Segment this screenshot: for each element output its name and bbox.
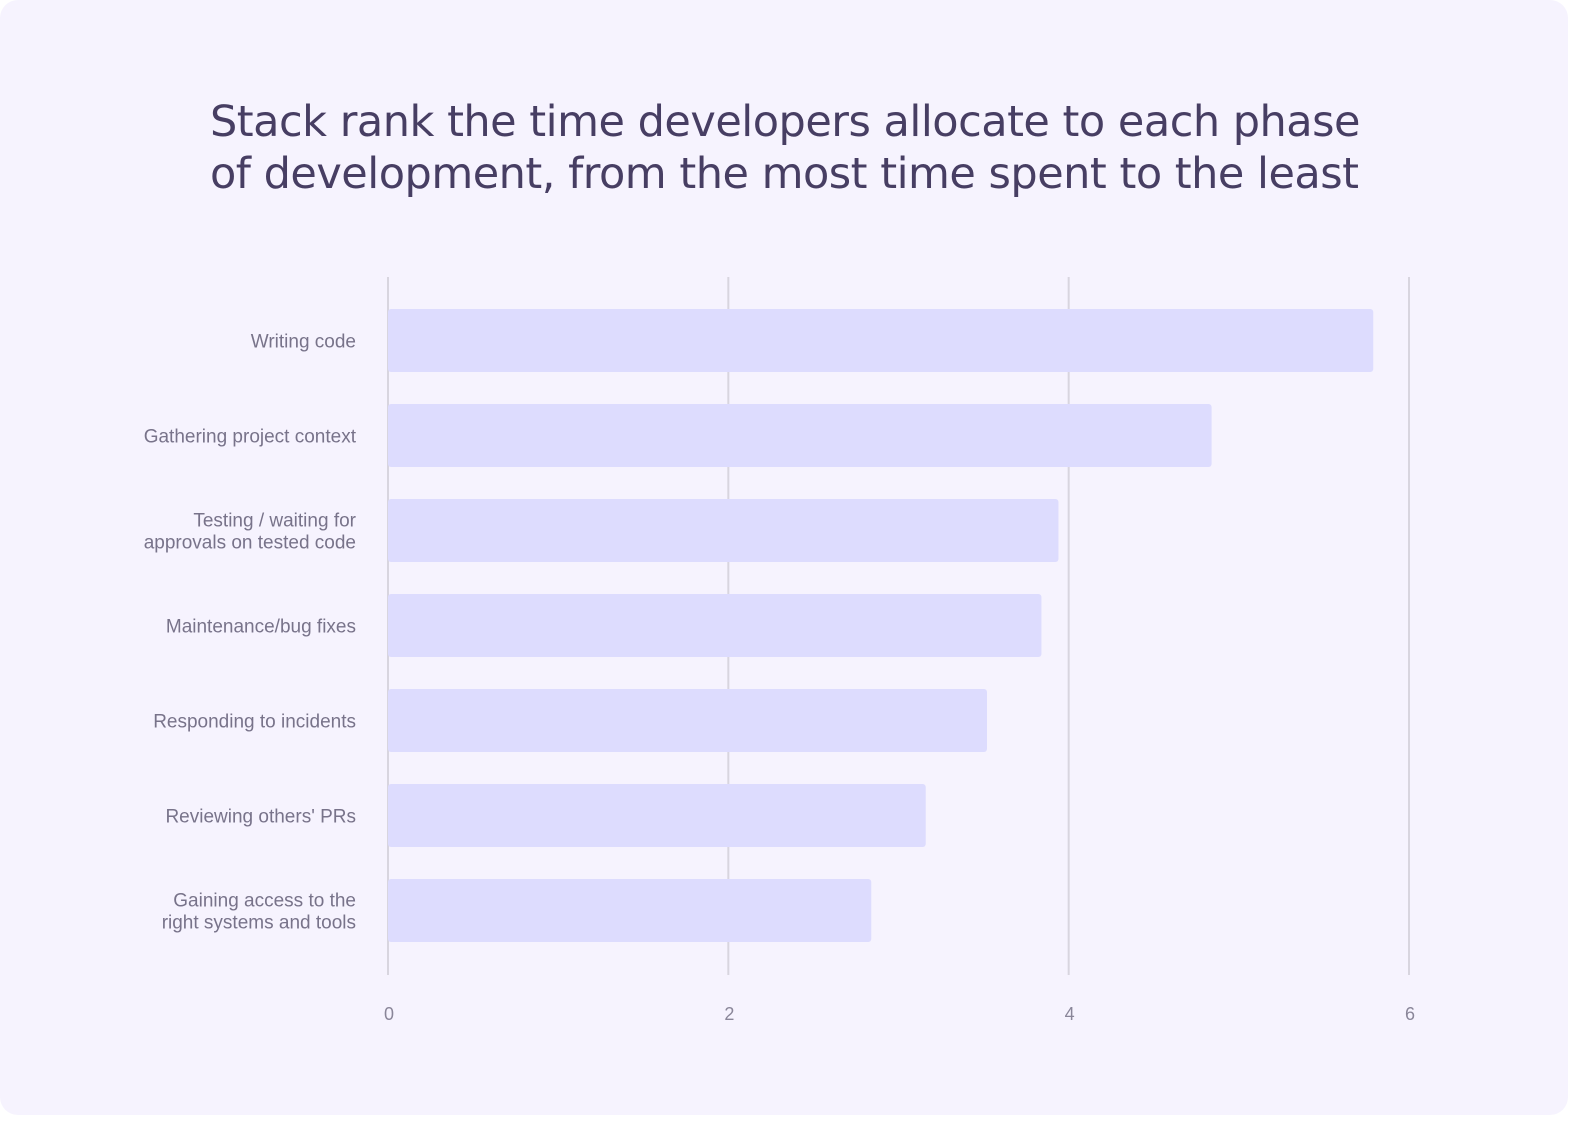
x-tick-label: 2 [724,1004,734,1024]
bar [388,499,1059,562]
x-tick-label: 6 [1405,1004,1415,1024]
category-label: Reviewing others' PRs [165,807,356,828]
category-label: Gathering project context [144,427,357,448]
category-label: approvals on tested code [144,533,356,554]
bar [388,309,1374,372]
category-label: Gaining access to the [173,891,356,912]
bar [388,594,1042,657]
bar [388,404,1212,467]
bar [388,784,926,847]
x-tick-label: 0 [384,1004,394,1024]
category-label: Testing / waiting for [193,511,356,532]
category-label: Writing code [251,332,356,353]
bar [388,879,872,942]
chart-title: Stack rank the time developers allocate … [210,97,1361,199]
category-label: right systems and tools [162,913,356,934]
category-label: Responding to incidents [153,712,356,733]
x-tick-label: 4 [1065,1004,1075,1024]
bar [388,689,987,752]
category-label: Maintenance/bug fixes [166,617,356,638]
